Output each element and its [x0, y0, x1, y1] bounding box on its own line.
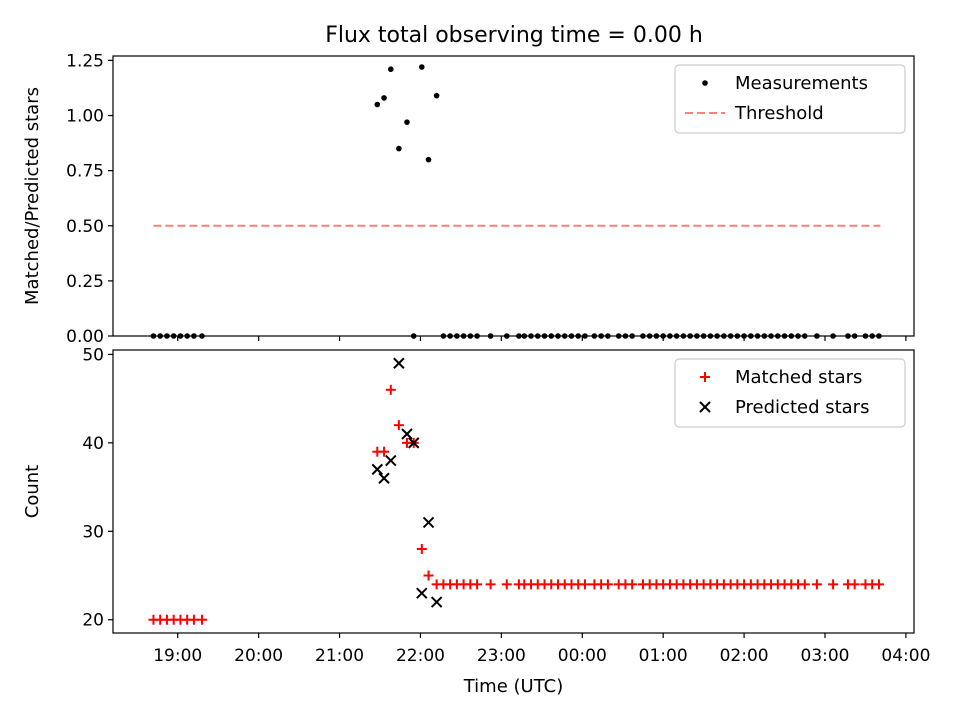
data-point — [811, 579, 822, 590]
y-tick-label: 30 — [82, 522, 104, 542]
chart-title: Flux total observing time = 0.00 h — [325, 23, 703, 48]
y-tick-label: 40 — [82, 434, 104, 454]
data-point — [378, 472, 390, 484]
y-axis-label: Count — [22, 465, 43, 518]
legend: Measurements Threshold — [674, 64, 906, 134]
x-tick-label: 00:00 — [558, 646, 607, 666]
data-point — [422, 516, 435, 529]
data-point — [197, 614, 207, 625]
legend-entry: Matched stars — [700, 367, 862, 388]
legend-entry: Threshold — [685, 103, 824, 124]
y-tick-label: 0.75 — [66, 162, 104, 182]
data-point — [828, 579, 839, 590]
y-tick-label: 0.00 — [66, 327, 104, 347]
x-tick-label: 03:00 — [801, 646, 850, 666]
axes-frame — [112, 55, 915, 337]
data-point — [408, 437, 420, 449]
legend-entry: Predicted stars — [699, 397, 869, 418]
legend: Matched stars Predicted stars — [674, 358, 906, 428]
data-point — [425, 156, 432, 163]
series-layer — [148, 357, 884, 625]
data-point — [423, 570, 434, 581]
x-axis-label: Time (UTC) — [463, 676, 564, 697]
legend-label: Measurements — [735, 73, 868, 94]
data-point — [501, 579, 512, 590]
y-tick-label: 1.25 — [66, 51, 104, 71]
x-tick-label: 04:00 — [881, 646, 930, 666]
data-point — [416, 543, 427, 554]
legend-label: Threshold — [734, 103, 824, 124]
data-point — [849, 579, 860, 590]
data-point — [702, 80, 708, 86]
data-point — [387, 66, 394, 73]
data-point — [472, 579, 483, 590]
data-point — [371, 463, 384, 476]
x-tick-label: 01:00 — [639, 646, 688, 666]
data-point — [416, 587, 428, 599]
data-point — [393, 420, 404, 431]
bottom-panel: 20 30 40 50 19:00 20:00 21:00 22:00 23:00 00:00 01… — [22, 345, 930, 697]
data-point — [430, 596, 443, 608]
legend-label: Matched stars — [735, 367, 862, 388]
x-tick-label: 02:00 — [720, 646, 769, 666]
legend-entry: Measurements — [702, 73, 868, 94]
x-tick-label: 20:00 — [234, 646, 283, 666]
y-tick-label: 50 — [82, 345, 104, 365]
data-point — [385, 384, 396, 395]
y-tick-label: 0.25 — [66, 272, 104, 292]
data-point — [385, 454, 397, 467]
y-tick-label: 0.50 — [66, 217, 104, 237]
series-predicted-stars — [371, 357, 443, 608]
series-matched-stars — [148, 384, 884, 625]
data-point — [579, 579, 590, 590]
data-point — [700, 372, 710, 382]
data-point — [393, 357, 405, 369]
data-point — [396, 145, 402, 152]
x-tick-label: 19:00 — [153, 646, 202, 666]
data-point — [401, 428, 413, 440]
x-tick-label: 21:00 — [315, 646, 364, 666]
data-point — [485, 579, 496, 590]
data-point — [433, 92, 440, 99]
top-panel: 0.00 0.25 0.50 0.75 1.00 1.25 Matched/Predicte… — [22, 51, 915, 347]
legend-label: Predicted stars — [735, 397, 869, 418]
data-point — [379, 446, 390, 457]
x-tick-label: 23:00 — [477, 646, 526, 666]
legend-box — [674, 64, 906, 134]
data-point — [374, 101, 381, 108]
data-point — [699, 401, 711, 413]
data-point — [602, 579, 613, 590]
data-point — [799, 579, 810, 590]
data-point — [873, 579, 884, 590]
data-point — [381, 95, 387, 101]
legend-box — [674, 358, 906, 428]
y-axis-label: Matched/Predicted stars — [22, 87, 43, 305]
data-point — [419, 64, 425, 70]
x-tick-label: 22:00 — [396, 646, 445, 666]
data-point — [627, 579, 638, 590]
axes-frame — [112, 349, 915, 634]
y-tick-label: 20 — [82, 611, 104, 631]
y-tick-label: 1.00 — [66, 107, 104, 127]
data-point — [404, 119, 410, 125]
